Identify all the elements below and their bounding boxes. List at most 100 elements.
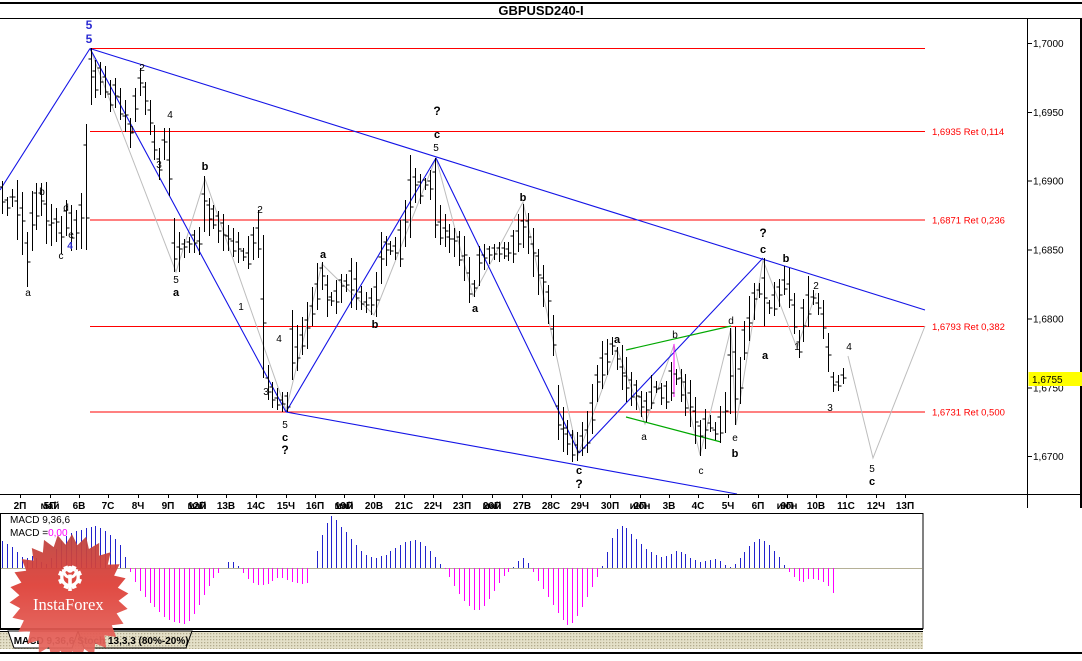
- svg-text:19П: 19П: [335, 501, 353, 512]
- svg-text:6П: 6П: [752, 501, 765, 512]
- svg-text:5П: 5П: [44, 501, 57, 512]
- svg-text:InstaForex: InstaForex: [33, 595, 104, 614]
- svg-text:c: c: [282, 432, 288, 444]
- svg-text:a: a: [641, 432, 647, 443]
- svg-text:май: май: [41, 501, 60, 512]
- svg-text:14С: 14С: [247, 501, 265, 512]
- svg-text:9П: 9П: [781, 501, 794, 512]
- svg-text:28С: 28С: [542, 501, 560, 512]
- svg-text:5: 5: [173, 275, 179, 286]
- svg-text:9П: 9П: [162, 501, 175, 512]
- svg-text:c: c: [760, 244, 766, 256]
- svg-text:b: b: [783, 253, 790, 265]
- svg-text:2П: 2П: [634, 501, 647, 512]
- svg-text:7С: 7С: [102, 501, 115, 512]
- svg-text:b: b: [202, 161, 209, 173]
- svg-text:b: b: [520, 192, 527, 204]
- svg-text:e: e: [68, 230, 74, 241]
- svg-text:5Ч: 5Ч: [722, 501, 735, 512]
- svg-text:май: май: [483, 501, 502, 512]
- svg-text:13П: 13П: [896, 501, 914, 512]
- svg-text:4: 4: [67, 241, 73, 252]
- svg-text:3В: 3В: [663, 501, 676, 512]
- svg-text:?: ?: [281, 443, 288, 457]
- svg-text:30П: 30П: [601, 501, 619, 512]
- svg-text:22Ч: 22Ч: [424, 501, 442, 512]
- svg-text:10В: 10В: [807, 501, 825, 512]
- svg-text:c: c: [699, 466, 704, 477]
- svg-text:e: e: [732, 433, 738, 444]
- svg-text:3: 3: [827, 403, 833, 414]
- svg-text:4: 4: [276, 334, 282, 345]
- svg-text:5: 5: [282, 420, 288, 431]
- svg-text:1,6850: 1,6850: [1033, 246, 1064, 257]
- svg-text:июн: июн: [630, 501, 651, 512]
- svg-text:12Ч: 12Ч: [867, 501, 885, 512]
- svg-text:23П: 23П: [453, 501, 471, 512]
- svg-text:11С: 11С: [837, 501, 855, 512]
- svg-text:20В: 20В: [365, 501, 383, 512]
- svg-text:Stoch 13,3,3 (80%-20%): Stoch 13,3,3 (80%-20%): [77, 636, 188, 647]
- svg-text:1,6731 Ret 0,500: 1,6731 Ret 0,500: [932, 408, 1005, 419]
- svg-text:a: a: [25, 288, 31, 299]
- svg-text:1: 1: [238, 302, 244, 313]
- svg-text:1,7000: 1,7000: [1033, 39, 1064, 50]
- svg-text:27В: 27В: [513, 501, 531, 512]
- svg-text:c: c: [59, 251, 64, 262]
- svg-text:июн: июн: [777, 501, 798, 512]
- svg-text:3: 3: [156, 160, 162, 171]
- svg-text:15Ч: 15Ч: [277, 501, 295, 512]
- svg-text:1,6800: 1,6800: [1033, 314, 1064, 325]
- svg-text:a: a: [320, 249, 327, 261]
- svg-text:MACD 9,36,6: MACD 9,36,6: [10, 515, 70, 526]
- svg-text:a: a: [472, 303, 479, 315]
- svg-text:2: 2: [813, 281, 819, 292]
- svg-text:1,6700: 1,6700: [1033, 452, 1064, 463]
- svg-text:1,6755: 1,6755: [1032, 375, 1063, 386]
- svg-text:b: b: [732, 448, 739, 460]
- svg-text:12П: 12П: [188, 501, 206, 512]
- svg-text:1: 1: [129, 125, 135, 136]
- svg-text:a: a: [614, 334, 621, 346]
- svg-text:1,6871 Ret 0,236: 1,6871 Ret 0,236: [932, 216, 1005, 227]
- svg-text:c: c: [576, 465, 582, 477]
- svg-text:1,6935 Ret 0,114: 1,6935 Ret 0,114: [932, 127, 1004, 138]
- svg-text:26П: 26П: [483, 501, 501, 512]
- svg-text:b: b: [372, 319, 379, 331]
- svg-text:c: c: [434, 129, 440, 141]
- svg-text:2П: 2П: [14, 501, 27, 512]
- svg-text:1,6793 Ret 0,382: 1,6793 Ret 0,382: [932, 322, 1005, 333]
- svg-text:?: ?: [759, 226, 766, 240]
- svg-text:a: a: [762, 350, 769, 362]
- svg-text:a: a: [173, 287, 180, 299]
- svg-text:d: d: [728, 316, 734, 327]
- svg-text:21С: 21С: [395, 501, 413, 512]
- svg-text:b: b: [39, 187, 45, 198]
- svg-text:5: 5: [86, 18, 93, 32]
- svg-text:c: c: [869, 476, 875, 488]
- svg-text:?: ?: [575, 477, 582, 491]
- svg-text:MACD =0,00: MACD =0,00: [10, 528, 68, 539]
- svg-text:b: b: [672, 330, 678, 341]
- svg-text:1: 1: [794, 342, 800, 353]
- svg-text:5: 5: [86, 32, 93, 46]
- svg-text:29Ч: 29Ч: [571, 501, 589, 512]
- svg-text:май: май: [335, 501, 354, 512]
- svg-text:5: 5: [433, 143, 439, 154]
- svg-text:1,6750: 1,6750: [1033, 383, 1064, 394]
- svg-text:5: 5: [869, 464, 875, 475]
- svg-text:2: 2: [257, 205, 263, 216]
- svg-text:13В: 13В: [217, 501, 235, 512]
- svg-text:2: 2: [139, 63, 145, 74]
- svg-text:4: 4: [167, 110, 173, 121]
- svg-text:1,6950: 1,6950: [1033, 108, 1064, 119]
- svg-text:?: ?: [433, 104, 440, 118]
- svg-text:6В: 6В: [73, 501, 86, 512]
- svg-text:GBPUSD240-I: GBPUSD240-I: [498, 3, 583, 18]
- svg-text:8Ч: 8Ч: [132, 501, 145, 512]
- svg-text:3: 3: [263, 387, 269, 398]
- svg-text:16П: 16П: [306, 501, 324, 512]
- svg-text:d: d: [63, 203, 69, 214]
- svg-text:1,6900: 1,6900: [1033, 177, 1064, 188]
- svg-text:май: май: [188, 501, 207, 512]
